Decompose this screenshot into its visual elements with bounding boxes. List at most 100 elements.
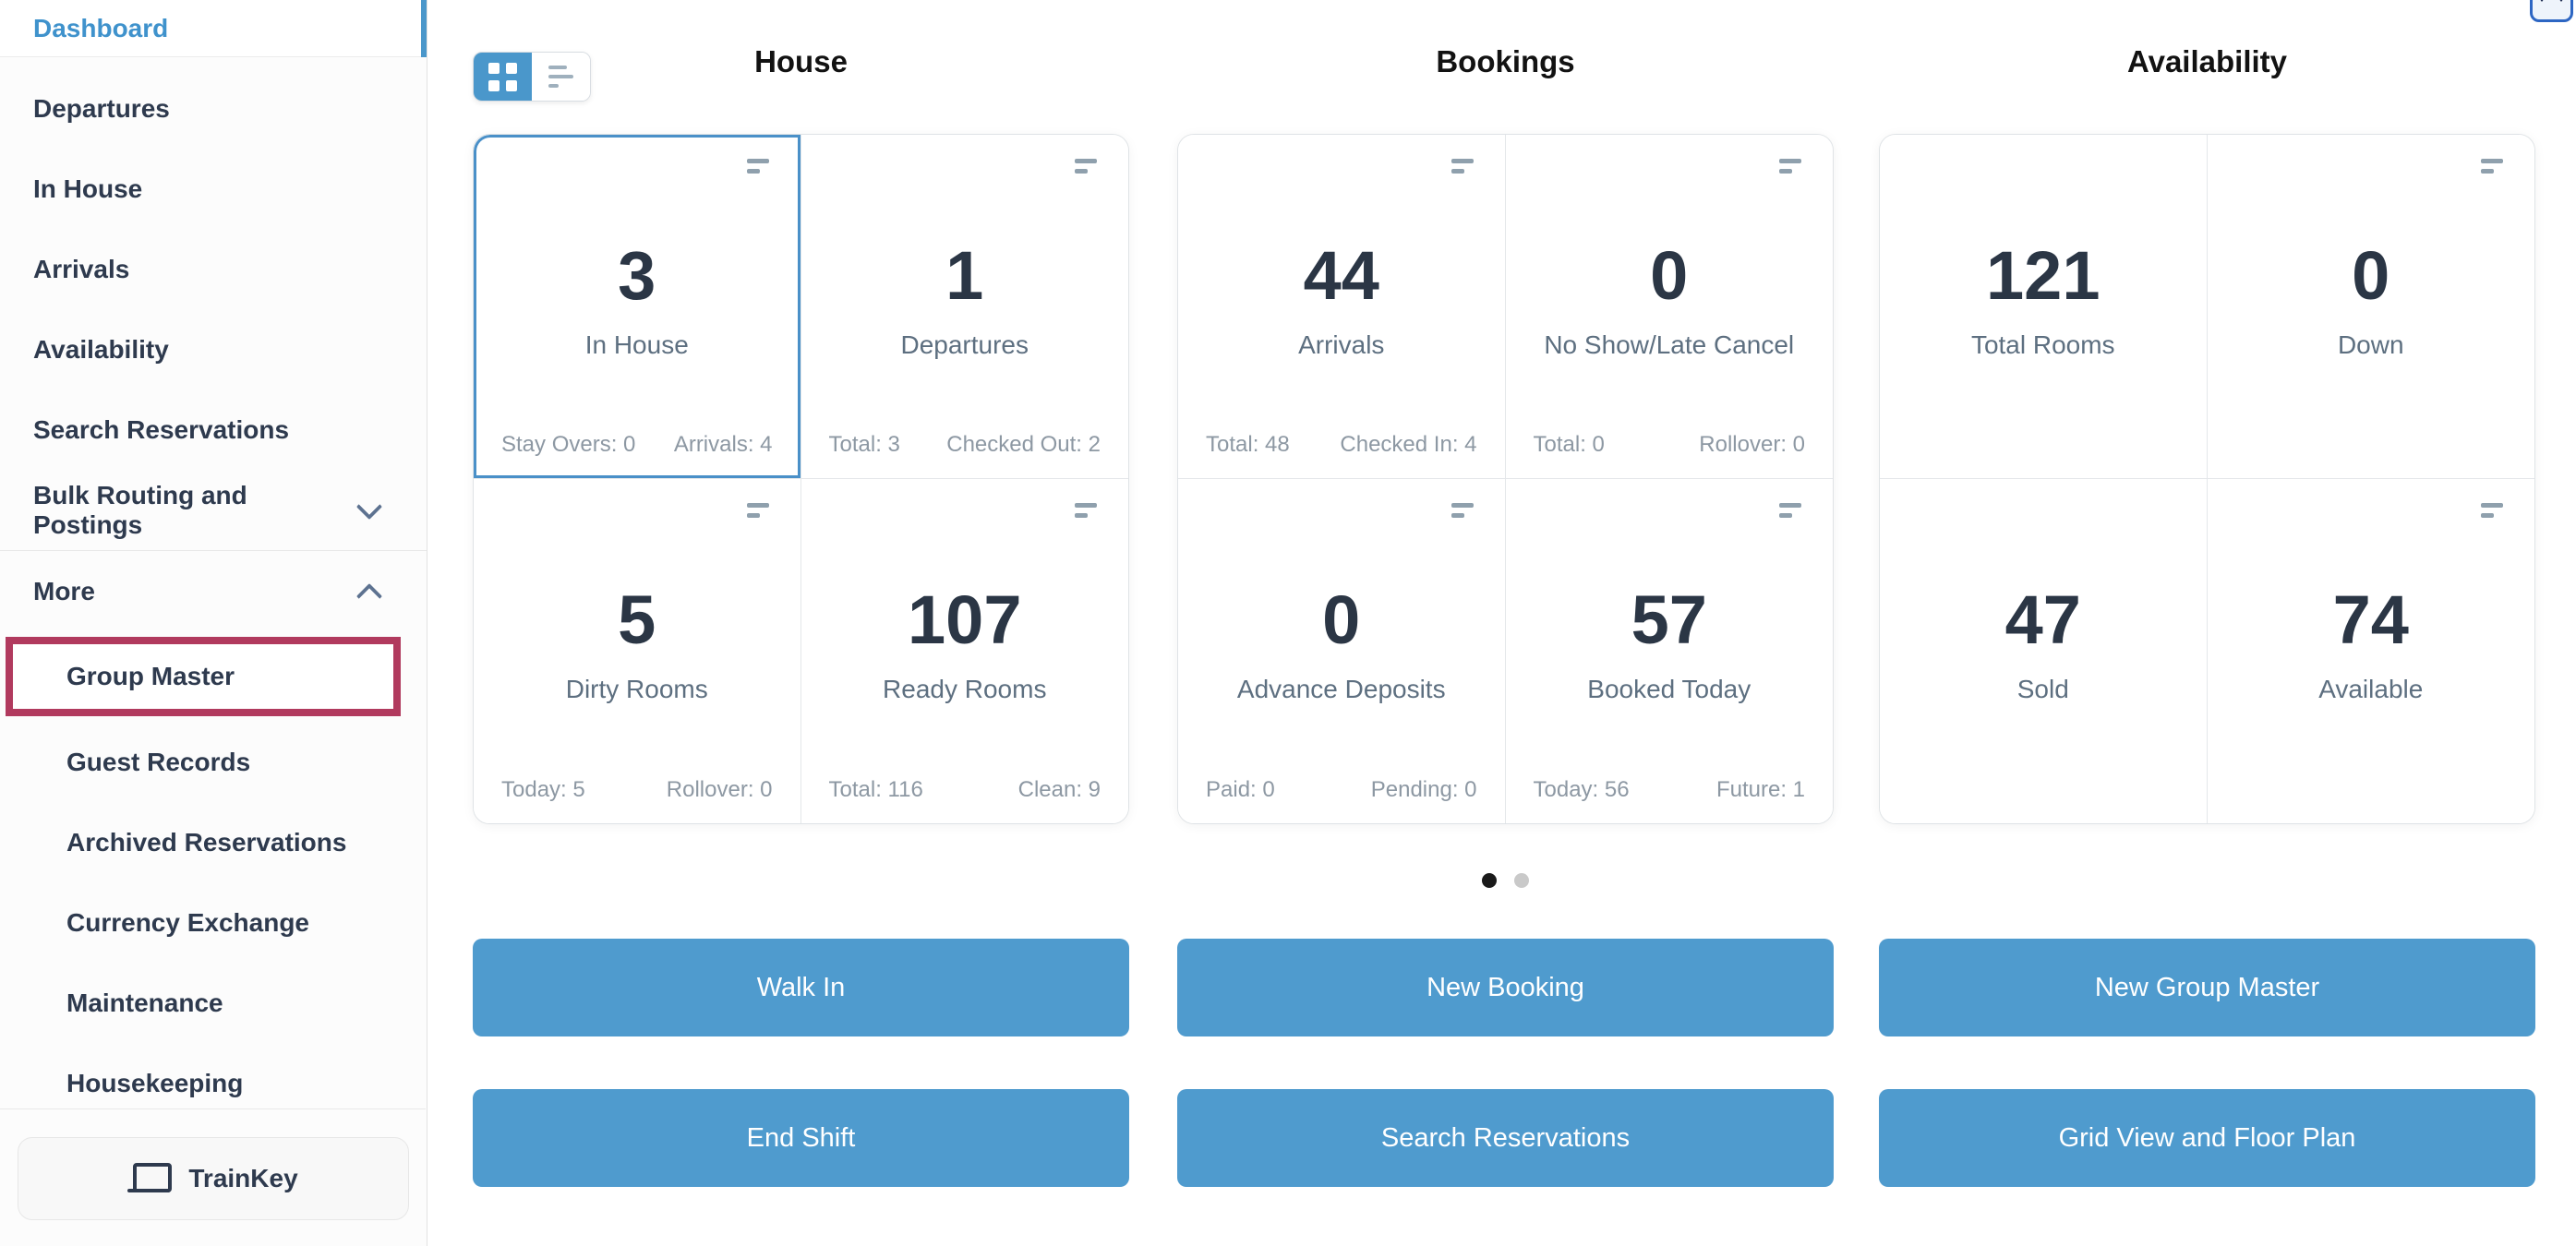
stat-card-advance-deposits[interactable]: 0 Advance Deposits Paid: 0 Pending: 0 <box>1178 479 1506 823</box>
sidebar-item-archived-reservations[interactable]: Archived Reservations <box>0 802 427 882</box>
sidebar-item-search-reservations[interactable]: Search Reservations <box>0 389 427 470</box>
new-group-master-button[interactable]: New Group Master <box>1879 939 2535 1036</box>
stat-footer-left: Total: 3 <box>828 432 900 457</box>
stat-value: 0 <box>1322 581 1361 658</box>
stat-card-available[interactable]: 74 Available <box>2207 479 2534 823</box>
stat-footer-right: Arrivals: 4 <box>673 432 773 457</box>
pagination-dots <box>1177 873 1834 893</box>
sidebar-item-availability[interactable]: Availability <box>0 309 427 389</box>
card-menu-icon[interactable] <box>746 503 769 518</box>
sidebar-divider <box>0 1108 426 1109</box>
stat-footer-left: Total: 0 <box>1533 432 1605 457</box>
stat-value: 5 <box>618 581 656 658</box>
stat-footer-right: Future: 1 <box>1715 777 1805 802</box>
stat-value: 3 <box>618 237 656 314</box>
stat-label: Arrivals <box>1298 330 1385 359</box>
stat-footer-left: Total: 48 <box>1206 432 1290 457</box>
stat-footer-right: Checked Out: 2 <box>946 432 1101 457</box>
active-item-indicator <box>421 0 427 57</box>
sidebar-item-label: Departures <box>33 93 170 123</box>
sidebar-item-label: Currency Exchange <box>66 907 309 937</box>
sidebar-item-maintenance[interactable]: Maintenance <box>0 963 427 1043</box>
sidebar-item-label: Maintenance <box>66 988 223 1017</box>
stat-footer-right: Checked In: 4 <box>1340 432 1477 457</box>
sidebar-item-in-house[interactable]: In House <box>0 149 427 229</box>
stat-card-in-house[interactable]: 3 In House Stay Overs: 0 Arrivals: 4 <box>474 135 801 479</box>
card-menu-icon[interactable] <box>2481 159 2503 174</box>
trainkey-button[interactable]: TrainKey <box>17 1137 409 1220</box>
section-title-availability: Availability <box>2126 44 2287 78</box>
sidebar-item-housekeeping[interactable]: Housekeeping <box>0 1043 427 1123</box>
chevron-up-icon <box>355 582 383 609</box>
stat-label: No Show/Late Cancel <box>1544 330 1795 359</box>
card-menu-icon[interactable] <box>1075 503 1097 518</box>
sidebar-item-guest-records[interactable]: Guest Records <box>0 722 427 802</box>
sidebar-item-arrivals[interactable]: Arrivals <box>0 229 427 309</box>
stat-card-booked-today[interactable]: 57 Booked Today Today: 56 Future: 1 <box>1505 479 1833 823</box>
stat-card-down[interactable]: 0 Down <box>2207 135 2534 479</box>
sidebar-item-label: Search Reservations <box>33 414 290 444</box>
stat-label: Sold <box>2016 675 2069 703</box>
grid-view-floor-plan-button[interactable]: Grid View and Floor Plan <box>1879 1089 2535 1187</box>
page-dot-1[interactable] <box>1482 873 1498 888</box>
stat-value: 74 <box>2332 581 2409 658</box>
page-dot-2[interactable] <box>1513 873 1529 888</box>
new-booking-button[interactable]: New Booking <box>1177 939 1834 1036</box>
list-view-button[interactable] <box>532 53 590 101</box>
stat-footer-left: Today: 5 <box>501 777 585 802</box>
sidebar-item-label: Bulk Routing and Postings <box>33 480 247 539</box>
stat-footer-right: Pending: 0 <box>1370 777 1477 802</box>
stat-value: 57 <box>1631 581 1707 658</box>
sidebar-item-departures[interactable]: Departures <box>0 68 427 149</box>
caret-icon <box>2534 0 2549 2</box>
stat-footer-left: Total: 116 <box>828 777 923 802</box>
card-menu-icon[interactable] <box>2481 503 2503 518</box>
sidebar-item-label: Guest Records <box>66 747 251 776</box>
stat-footer: Total: 48 Checked In: 4 <box>1206 432 1477 458</box>
end-shift-button[interactable]: End Shift <box>473 1089 1129 1187</box>
sidebar-item-label: Housekeeping <box>66 1068 244 1097</box>
walk-in-button[interactable]: Walk In <box>473 939 1129 1036</box>
availability-panel: 121 Total Rooms 0 Down 47 Sold 74 Availa… <box>1879 134 2535 824</box>
card-menu-icon[interactable] <box>1451 503 1474 518</box>
sidebar-item-group-master[interactable]: Group Master <box>13 644 393 709</box>
card-menu-icon[interactable] <box>1779 159 1801 174</box>
card-menu-icon[interactable] <box>746 159 769 174</box>
stat-footer: Paid: 0 Pending: 0 <box>1206 777 1477 803</box>
stat-footer: Total: 3 Checked Out: 2 <box>829 432 1101 458</box>
sidebar: Dashboard Departures In House Arrivals A… <box>0 0 427 1246</box>
dashboard-main: House Bookings Availability 3 In House S… <box>428 0 2576 1246</box>
sidebar-item-label: In House <box>33 174 143 203</box>
card-menu-icon[interactable] <box>1075 159 1097 174</box>
laptop-icon <box>127 1163 173 1194</box>
sidebar-item-currency-exchange[interactable]: Currency Exchange <box>0 882 427 963</box>
grid-view-button[interactable] <box>474 53 532 101</box>
stat-card-no-show-late-cancel[interactable]: 0 No Show/Late Cancel Total: 0 Rollover:… <box>1505 135 1833 479</box>
sidebar-item-label: More <box>33 576 95 605</box>
sidebar-item-bulk-routing-and-postings[interactable]: Bulk Routing and Postings <box>0 470 427 550</box>
stat-card-arrivals[interactable]: 44 Arrivals Total: 48 Checked In: 4 <box>1178 135 1506 479</box>
stat-label: Advance Deposits <box>1236 675 1446 703</box>
stat-card-ready-rooms[interactable]: 107 Ready Rooms Total: 116 Clean: 9 <box>800 479 1128 823</box>
stat-footer: Stay Overs: 0 Arrivals: 4 <box>501 432 773 458</box>
search-reservations-button[interactable]: Search Reservations <box>1177 1089 1834 1187</box>
card-menu-icon[interactable] <box>1451 159 1474 174</box>
sidebar-item-label: Arrivals <box>33 254 130 283</box>
stat-label: Booked Today <box>1587 675 1751 703</box>
stat-value: 0 <box>1650 237 1689 314</box>
stat-footer: Total: 0 Rollover: 0 <box>1534 432 1806 458</box>
sidebar-nav: Departures In House Arrivals Availabilit… <box>0 57 427 1123</box>
stat-card-sold[interactable]: 47 Sold <box>1880 479 2208 823</box>
stat-card-dirty-rooms[interactable]: 5 Dirty Rooms Today: 5 Rollover: 0 <box>474 479 801 823</box>
stat-label: Total Rooms <box>1970 330 2115 359</box>
list-view-icon <box>548 66 573 88</box>
stat-value: 1 <box>945 237 984 314</box>
stat-card-total-rooms[interactable]: 121 Total Rooms <box>1880 135 2208 479</box>
stat-card-departures[interactable]: 1 Departures Total: 3 Checked Out: 2 <box>800 135 1128 479</box>
card-menu-icon[interactable] <box>1779 503 1801 518</box>
sidebar-item-dashboard[interactable]: Dashboard <box>0 0 427 57</box>
grid-view-icon <box>488 62 517 91</box>
sidebar-item-more[interactable]: More <box>0 551 427 631</box>
clipped-corner-button[interactable] <box>2530 0 2573 22</box>
